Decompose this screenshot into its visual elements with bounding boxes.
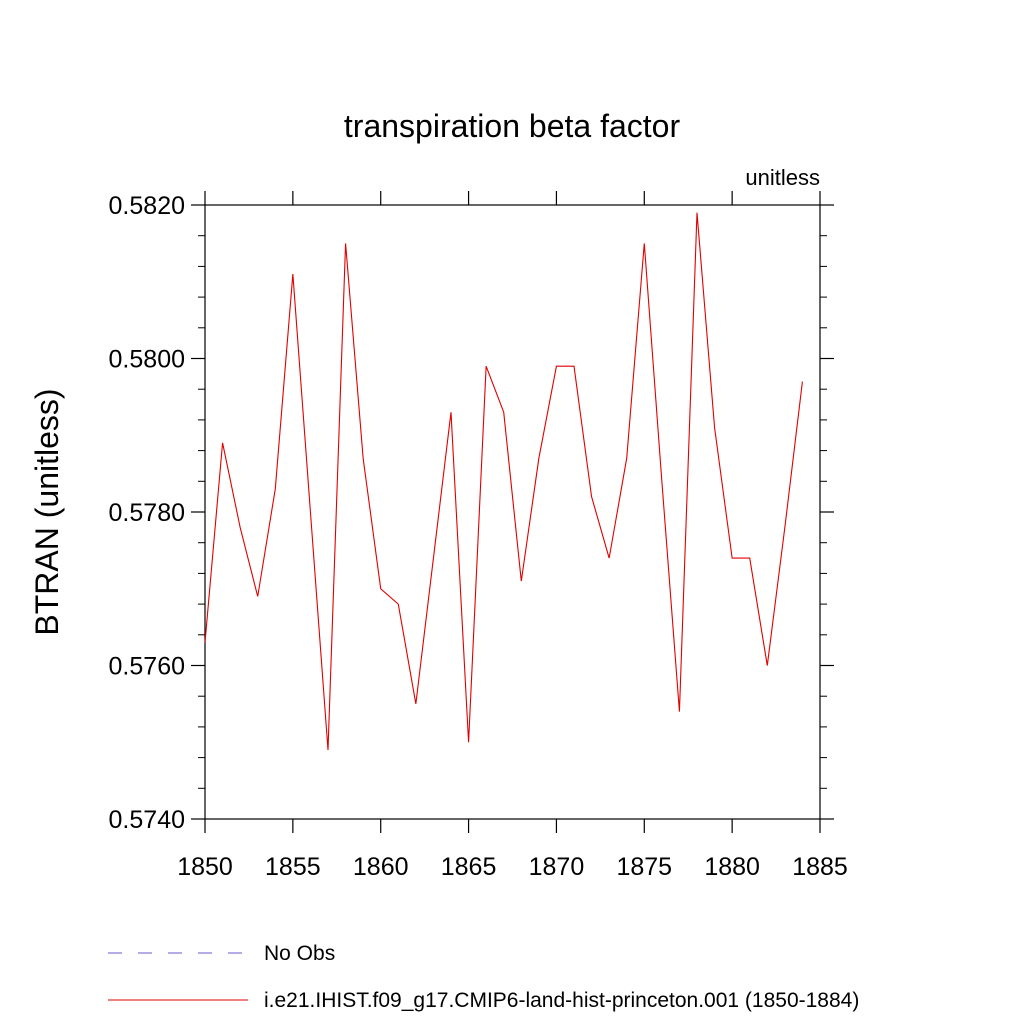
legend: No Obs i.e21.IHIST.f09_g17.CMIP6-land-hi…	[108, 942, 859, 1012]
y-tick-label: 0.5760	[109, 653, 185, 681]
x-tick-label: 1860	[353, 853, 409, 881]
plot-frame	[204, 204, 821, 820]
y-axis-label: BTRAN (unitless)	[29, 388, 65, 635]
series-line	[204, 212, 803, 750]
x-tick-label: 1850	[177, 853, 233, 881]
units-label: unitless	[745, 165, 820, 190]
x-tick-label: 1870	[529, 853, 585, 881]
chart-title: transpiration beta factor	[344, 108, 681, 144]
y-tick-label: 0.5740	[109, 806, 185, 834]
y-tick-label: 0.5780	[109, 499, 185, 527]
axes: 0.5740 0.5760 0.5780 0.5800 0.5820 1850 1855 18…	[109, 191, 848, 881]
series-layer	[204, 212, 803, 750]
legend-label-model-run: i.e21.IHIST.f09_g17.CMIP6-land-hist-prin…	[264, 989, 859, 1012]
x-tick-label: 1855	[265, 853, 321, 881]
x-tick-label: 1875	[616, 853, 672, 881]
x-tick-label: 1865	[441, 853, 497, 881]
x-tick-label: 1885	[792, 853, 848, 881]
y-tick-label: 0.5800	[109, 346, 185, 374]
x-tick-label: 1880	[704, 853, 760, 881]
legend-label-no-obs: No Obs	[264, 942, 335, 965]
y-tick-label: 0.5820	[109, 192, 185, 220]
